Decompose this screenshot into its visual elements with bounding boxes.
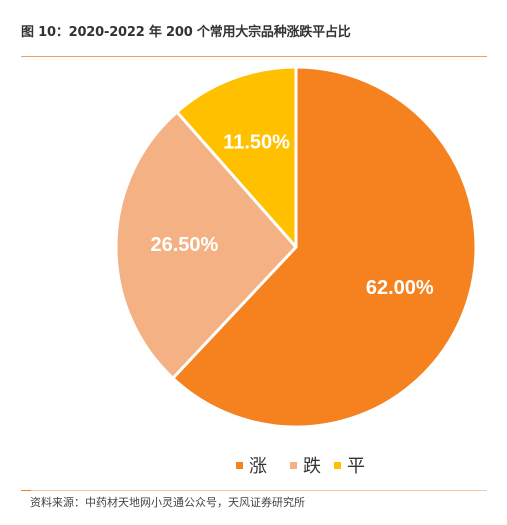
pie-data-label-3: 11.50%: [223, 132, 290, 154]
pie-data-labels: 62.00% 26.50% 11.50%: [150, 132, 433, 299]
legend-label-1: 涨: [249, 456, 267, 477]
legend-swatch-2: [290, 461, 297, 469]
legend-item-3: 平: [334, 452, 365, 478]
legend-item-1: 涨: [236, 452, 267, 478]
pie-slice-1: [171, 65, 478, 429]
legend-swatch-3: [334, 461, 341, 469]
pie-data-label-1: 62.00%: [366, 277, 434, 299]
pie-slice-2: [114, 110, 298, 380]
figure-source: 资料来源：中药材天地网小灵通公众号，天风证券研究所: [30, 496, 305, 509]
title-divider: [21, 56, 487, 57]
pie-data-label-2: 26.50%: [150, 234, 218, 256]
legend-swatch-1: [236, 461, 243, 469]
pie-slices: [114, 65, 478, 429]
legend-label-3: 平: [347, 456, 365, 477]
legend-item-2: 跌: [290, 452, 321, 478]
figure-title: 图 10：2020-2022 年 200 个常用大宗品种涨跌平占比: [21, 25, 351, 40]
source-divider: [21, 490, 487, 491]
source-divider-accent: [21, 490, 31, 491]
chart-legend: 涨跌平: [0, 452, 507, 478]
pie-slice-3: [175, 65, 298, 249]
legend-label-2: 跌: [303, 456, 321, 477]
